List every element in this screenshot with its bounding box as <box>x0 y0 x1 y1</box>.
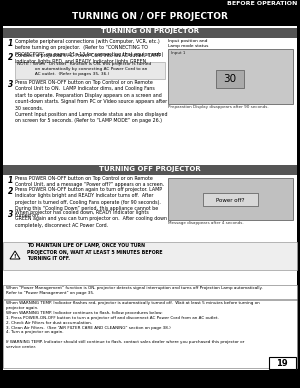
Text: 2: 2 <box>8 187 13 196</box>
Bar <box>3 300 297 368</box>
Text: 1: 1 <box>8 39 13 48</box>
Bar <box>269 357 296 369</box>
Text: Input position and: Input position and <box>168 39 208 43</box>
Text: When WARNING TEMP. Indicator flashes red, projector is automatically turned off.: When WARNING TEMP. Indicator flashes red… <box>6 301 260 349</box>
Text: 30: 30 <box>224 74 237 84</box>
Text: TURNING ON PROJECTOR: TURNING ON PROJECTOR <box>101 28 199 35</box>
Text: TO MAINTAIN LIFE OF LAMP, ONCE YOU TURN
PROJECTOR ON, WAIT AT LEAST 5 MINUTES BE: TO MAINTAIN LIFE OF LAMP, ONCE YOU TURN … <box>27 243 163 261</box>
Text: TURNING ON / OFF PROJECTOR: TURNING ON / OFF PROJECTOR <box>72 12 228 21</box>
Text: 1: 1 <box>8 176 13 185</box>
Bar <box>3 285 297 299</box>
Text: Press POWER ON-OFF button again to turn off projector. LAMP
Indicator lights bri: Press POWER ON-OFF button again to turn … <box>15 187 162 218</box>
Bar <box>168 178 293 220</box>
Text: Connect a projector’s AC Power Cord into an AC outlet.  LAMP
Indicator lights RE: Connect a projector’s AC Power Cord into… <box>15 53 161 64</box>
Text: 3: 3 <box>8 210 13 219</box>
Text: When “Power Management” function is ON, projector detects signal interruption an: When “Power Management” function is ON, … <box>6 286 262 295</box>
Bar <box>0 0 300 10</box>
Polygon shape <box>10 251 20 259</box>
Text: Power off?: Power off? <box>216 197 244 203</box>
Text: 19: 19 <box>276 359 288 367</box>
Bar <box>15 62 165 79</box>
Bar <box>3 28 297 38</box>
Bar <box>203 193 258 206</box>
Text: TURNING OFF PROJECTOR: TURNING OFF PROJECTOR <box>99 166 201 171</box>
Text: Input 1: Input 1 <box>171 51 185 55</box>
Bar <box>3 242 297 270</box>
Bar <box>0 11 300 24</box>
Text: Press POWER ON-OFF button on Top Control or on Remote
Control Unit, and a messag: Press POWER ON-OFF button on Top Control… <box>15 176 164 187</box>
Text: Lamp mode status: Lamp mode status <box>168 44 208 48</box>
Bar <box>3 26 297 370</box>
Text: NOTE : When “On start” function is ON, this projector is turned
             on : NOTE : When “On start” function is ON, t… <box>17 62 151 76</box>
Text: Message disappears after 4 seconds.: Message disappears after 4 seconds. <box>168 221 244 225</box>
Text: Complete peripheral connections (with Computer, VCR, etc.)
before turning on pro: Complete peripheral connections (with Co… <box>15 39 164 57</box>
Text: Press POWER ON-OFF button on Top Control or on Remote
Control Unit to ON.  LAMP : Press POWER ON-OFF button on Top Control… <box>15 80 167 123</box>
Bar <box>168 49 293 104</box>
Text: BEFORE OPERATION: BEFORE OPERATION <box>226 1 297 6</box>
Bar <box>3 165 297 175</box>
Text: !: ! <box>14 255 16 260</box>
Bar <box>216 70 244 88</box>
Text: 3: 3 <box>8 80 13 89</box>
Text: 2: 2 <box>8 53 13 62</box>
Text: Preparation Display disappears after 90 seconds.: Preparation Display disappears after 90 … <box>168 105 268 109</box>
Text: When projector has cooled down, READY Indicator lights
GREEN again and you can t: When projector has cooled down, READY In… <box>15 210 167 228</box>
